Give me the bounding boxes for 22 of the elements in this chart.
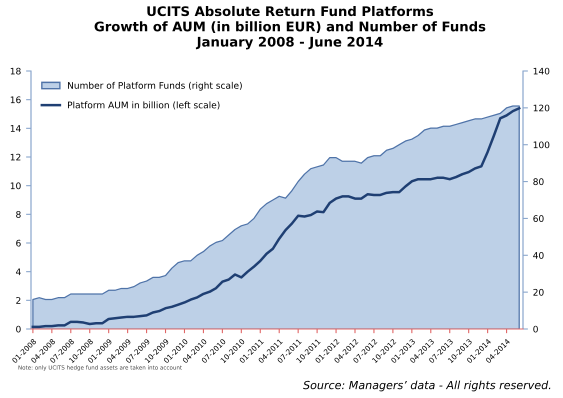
- y2-tick-label: 40: [533, 252, 544, 259]
- legend-label: Platform AUM in billion (left scale): [68, 101, 220, 110]
- y-tick-label: 14: [10, 125, 21, 132]
- y2-tick-label: 120: [534, 104, 550, 112]
- y2-tick-label: 140: [534, 68, 550, 75]
- y-tick-label: 2: [16, 297, 20, 304]
- y-tick-label: 8: [16, 211, 21, 218]
- y-tick-label: 4: [16, 268, 21, 276]
- legend-label: Number of Platform Funds (right scale): [68, 82, 242, 91]
- chart-title: UCITS Absolute Return Fund Platforms Growth of AUM (in billion EUR) and Number of Funds January 2008 - June 2014: [94, 6, 486, 50]
- y-tick-label: 10: [10, 182, 21, 190]
- y-tick-label: 12: [10, 154, 20, 160]
- y-tick-label: 0: [16, 326, 21, 333]
- source-note: Source: Managers’ data - All rights reserved.: [303, 380, 550, 392]
- y-tick-label: 6: [16, 240, 21, 247]
- y-tick-label: 16: [10, 96, 21, 104]
- y2-tick-label: 80: [533, 178, 544, 186]
- y2-tick-label: 100: [534, 141, 550, 148]
- y2-tick-label: 20: [533, 288, 544, 296]
- y-tick-label: 18: [10, 68, 21, 75]
- y2-tick-label: 0: [533, 326, 538, 333]
- y2-tick-label: 60: [533, 215, 544, 222]
